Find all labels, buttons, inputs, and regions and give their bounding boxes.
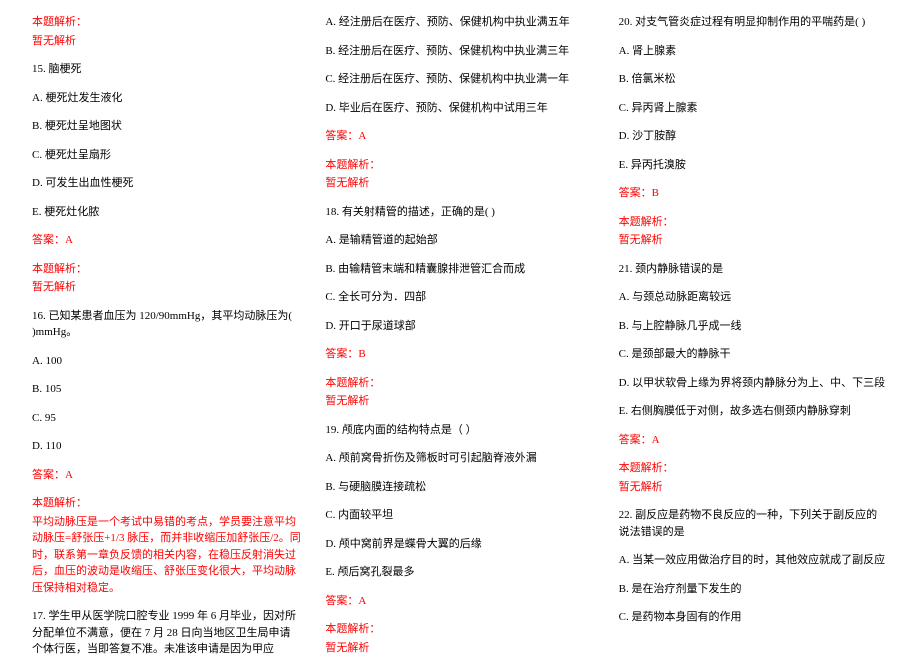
no-analysis-text: 暂无解析 [619,232,888,249]
q19-answer: 答案：A [325,593,594,610]
q17-title: 17. 学生甲从医学院口腔专业 1999 年 6 月毕业，因对所分配单位不满意，… [32,608,301,658]
q19-title: 19. 颅底内面的结构特点是（ ） [325,422,594,439]
analysis-label: 本题解析： [325,375,594,392]
analysis-label: 本题解析： [619,460,888,477]
q15-option-c: C. 梗死灶呈扇形 [32,147,301,164]
q21-title: 21. 颈内静脉错误的是 [619,261,888,278]
q15-option-b: B. 梗死灶呈地图状 [32,118,301,135]
q20-option-a: A. 肾上腺素 [619,43,888,60]
q16-option-c: C. 95 [32,410,301,427]
q15-answer: 答案：A [32,232,301,249]
no-analysis-text: 暂无解析 [619,479,888,496]
column-2: A. 经注册后在医疗、预防、保健机构中执业满五年 B. 经注册后在医疗、预防、保… [313,14,606,637]
q20-option-b: B. 倍氯米松 [619,71,888,88]
q18-title: 18. 有关射精管的描述，正确的是( ) [325,204,594,221]
q18-option-a: A. 是输精管道的起始部 [325,232,594,249]
q18-answer: 答案：B [325,346,594,363]
q20-title: 20. 对支气管炎症过程有明显抑制作用的平喘药是( ) [619,14,888,31]
q20-answer: 答案：B [619,185,888,202]
q22-option-c: C. 是药物本身固有的作用 [619,609,888,626]
analysis-label: 本题解析： [325,157,594,174]
q19-option-a: A. 颅前窝骨折伤及筛板时可引起脑脊液外漏 [325,450,594,467]
analysis-label: 本题解析： [325,621,594,638]
q22-title: 22. 副反应是药物不良反应的一种，下列关于副反应的说法错误的是 [619,507,888,540]
q17-answer: 答案：A [325,128,594,145]
q22-option-b: B. 是在治疗剂量下发生的 [619,581,888,598]
analysis-label: 本题解析： [32,495,301,512]
q17-option-c: C. 经注册后在医疗、预防、保健机构中执业满一年 [325,71,594,88]
q16-title: 16. 已知某患者血压为 120/90mmHg，其平均动脉压为( )mmHg。 [32,308,301,341]
q16-option-b: B. 105 [32,381,301,398]
q21-option-d: D. 以甲状软骨上缘为界将颈内静脉分为上、中、下三段 [619,375,888,392]
q16-option-d: D. 110 [32,438,301,455]
q17-option-d: D. 毕业后在医疗、预防、保健机构中试用三年 [325,100,594,117]
no-analysis-text: 暂无解析 [325,393,594,410]
q19-option-c: C. 内面较平坦 [325,507,594,524]
q20-option-e: E. 异丙托溴胺 [619,157,888,174]
analysis-label: 本题解析： [32,261,301,278]
column-3: 20. 对支气管炎症过程有明显抑制作用的平喘药是( ) A. 肾上腺素 B. 倍… [607,14,900,637]
q21-option-c: C. 是颈部最大的静脉干 [619,346,888,363]
q19-option-e: E. 颅后窝孔裂最多 [325,564,594,581]
q22-option-a: A. 当某一效应用做治疗目的时，其他效应就成了副反应 [619,552,888,569]
analysis-label: 本题解析： [32,14,301,31]
q16-option-a: A. 100 [32,353,301,370]
q19-option-b: B. 与硬脑膜连接疏松 [325,479,594,496]
q17-option-b: B. 经注册后在医疗、预防、保健机构中执业满三年 [325,43,594,60]
q17-option-a: A. 经注册后在医疗、预防、保健机构中执业满五年 [325,14,594,31]
q16-explanation: 平均动脉压是一个考试中易错的考点，学员要注意平均动脉压=舒张压+1/3 脉压，而… [32,514,301,597]
no-analysis-text: 暂无解析 [32,279,301,296]
column-1: 本题解析： 暂无解析 15. 脑梗死 A. 梗死灶发生液化 B. 梗死灶呈地图状… [20,14,313,637]
q20-option-d: D. 沙丁胺醇 [619,128,888,145]
q18-option-d: D. 开口于尿道球部 [325,318,594,335]
no-analysis-text: 暂无解析 [325,175,594,192]
q18-option-c: C. 全长可分为．四部 [325,289,594,306]
q15-title: 15. 脑梗死 [32,61,301,78]
q20-option-c: C. 异丙肾上腺素 [619,100,888,117]
q15-option-e: E. 梗死灶化脓 [32,204,301,221]
q15-option-a: A. 梗死灶发生液化 [32,90,301,107]
q16-answer: 答案：A [32,467,301,484]
analysis-label: 本题解析： [619,214,888,231]
q15-option-d: D. 可发生出血性梗死 [32,175,301,192]
q21-option-a: A. 与颈总动脉距离较远 [619,289,888,306]
no-analysis-text: 暂无解析 [325,640,594,657]
q21-answer: 答案：A [619,432,888,449]
q21-option-b: B. 与上腔静脉几乎成一线 [619,318,888,335]
q21-option-e: E. 右侧胸膜低于对侧，故多选右侧颈内静脉穿刺 [619,403,888,420]
q19-option-d: D. 颅中窝前界是蝶骨大翼的后缘 [325,536,594,553]
q18-option-b: B. 由输精管末端和精囊腺排泄管汇合而成 [325,261,594,278]
no-analysis-text: 暂无解析 [32,33,301,50]
